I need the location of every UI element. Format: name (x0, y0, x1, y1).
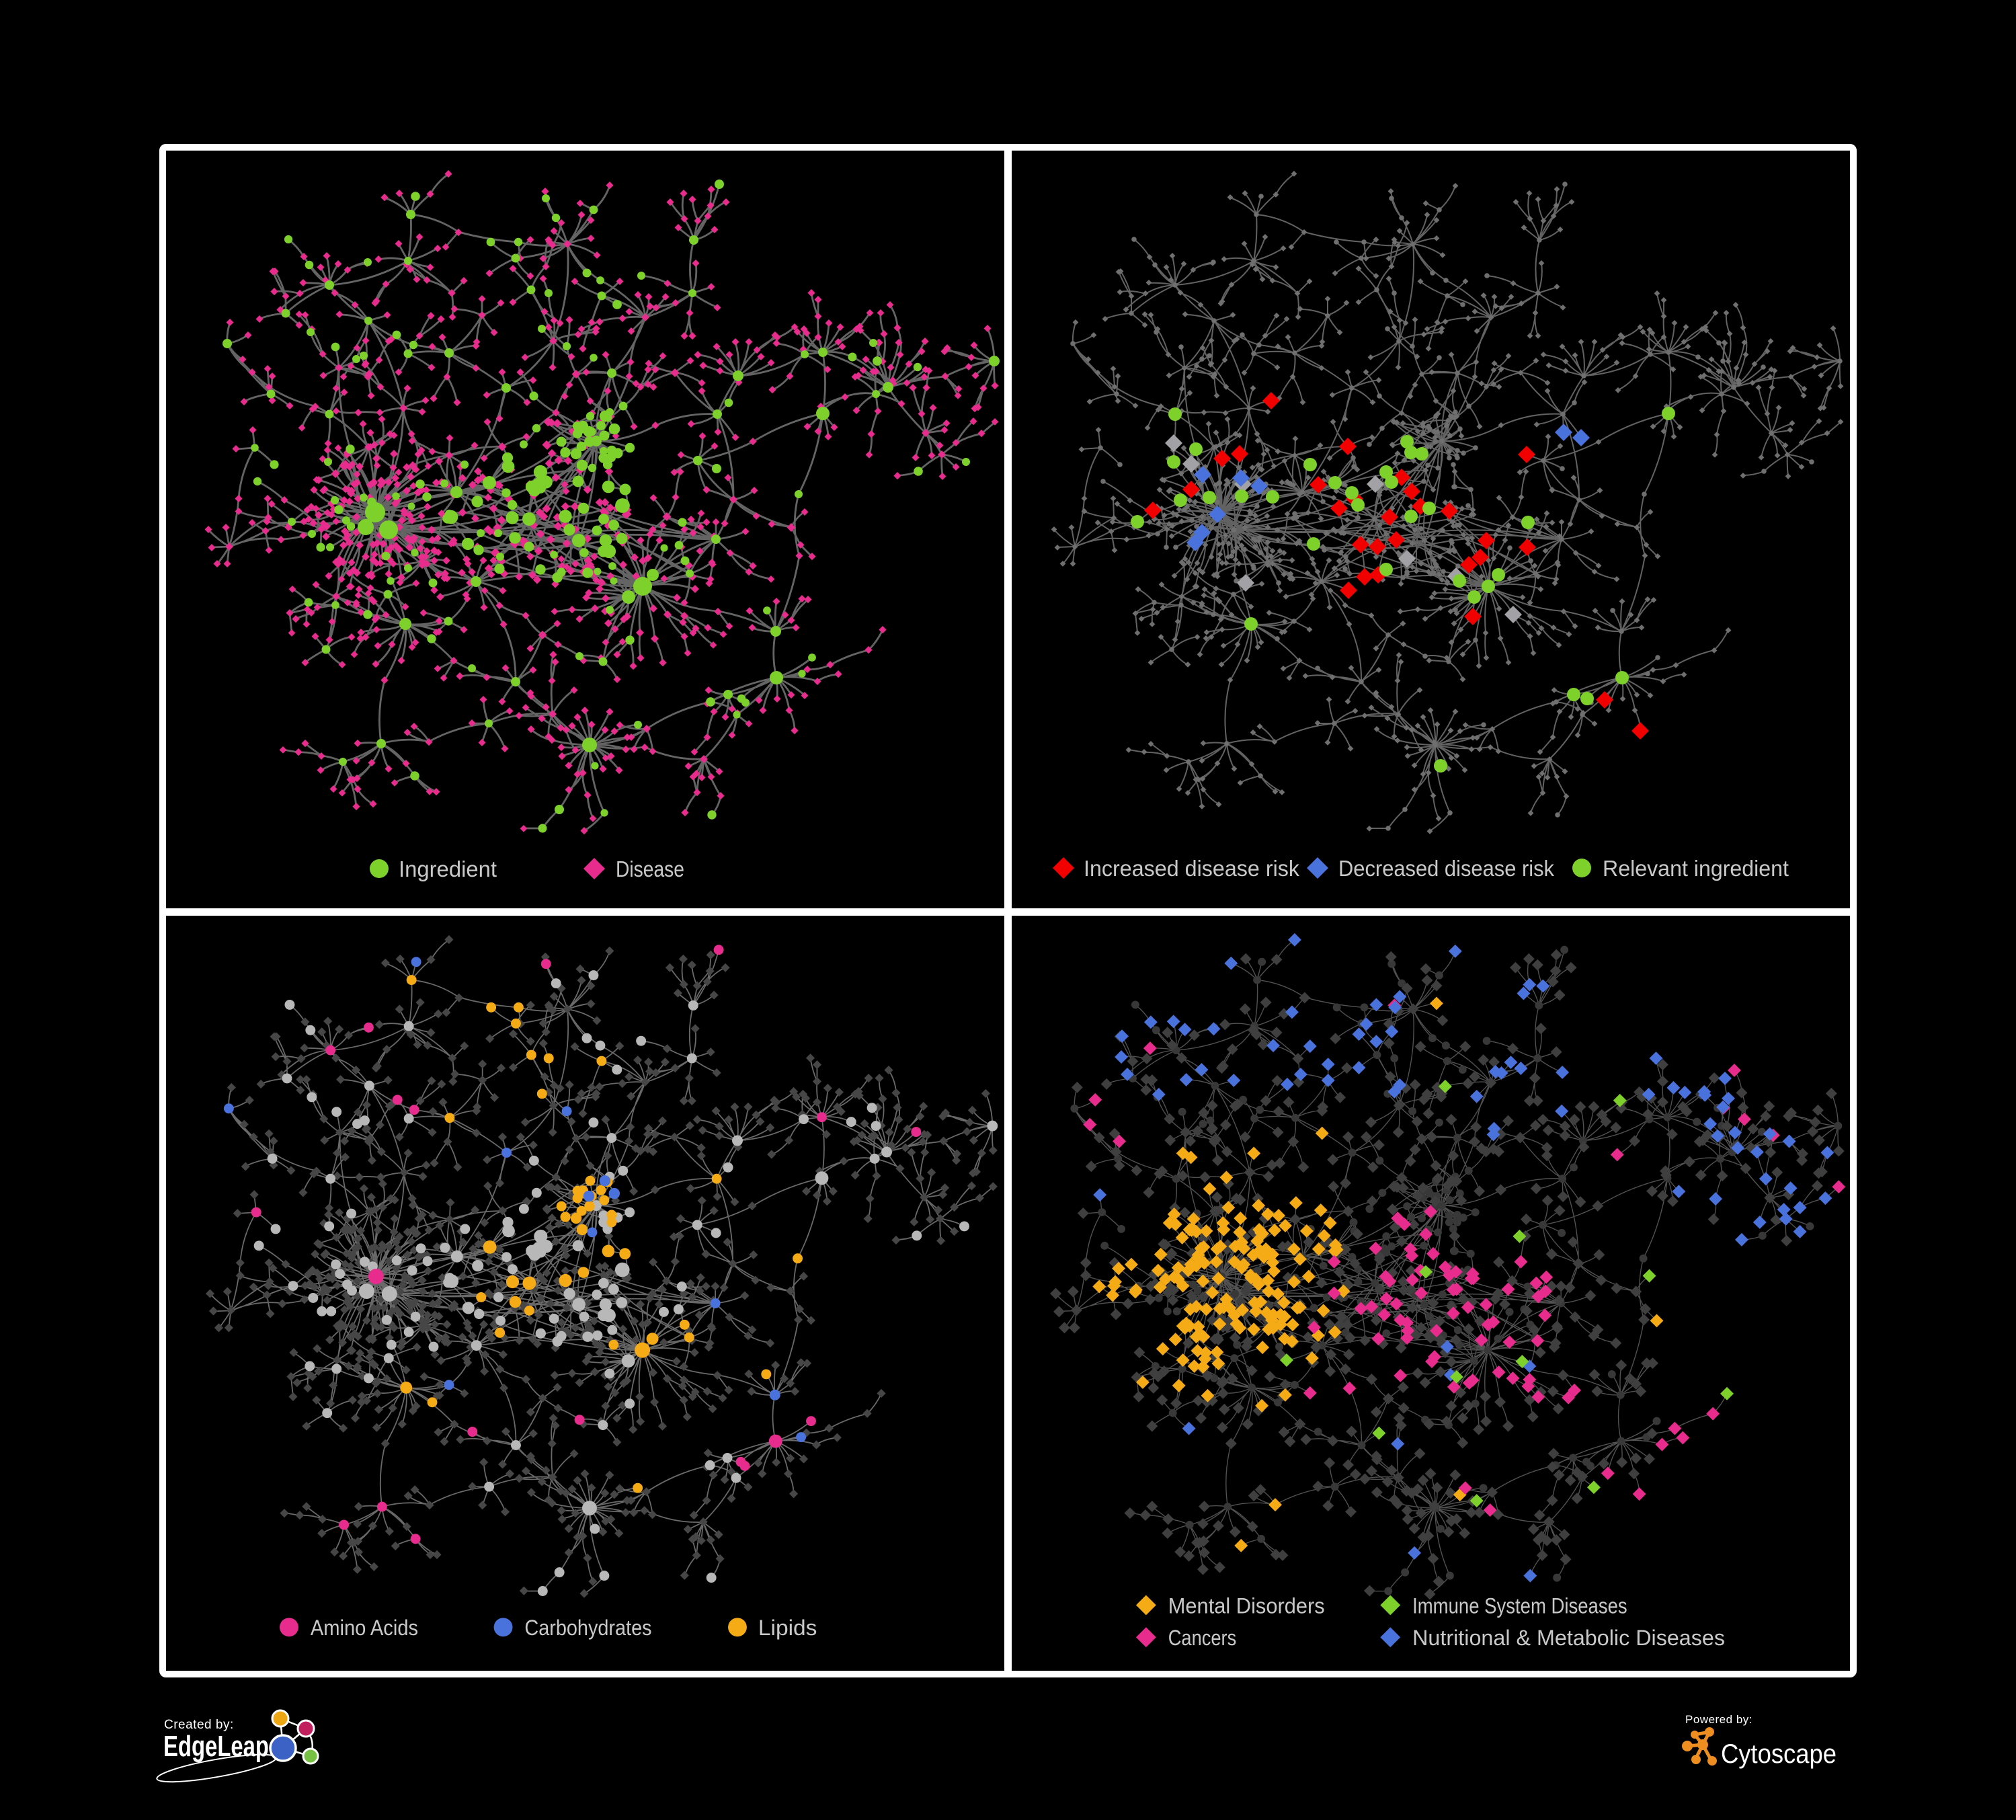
svg-text:Created by:: Created by: (164, 1718, 234, 1732)
svg-text:Ingredient: Ingredient (399, 857, 497, 881)
svg-text:Increased disease risk: Increased disease risk (1084, 856, 1299, 881)
svg-text:Powered by:: Powered by: (1685, 1713, 1752, 1726)
svg-text:EdgeLeap: EdgeLeap (163, 1730, 269, 1763)
svg-text:Cytoscape: Cytoscape (1721, 1739, 1837, 1769)
svg-text:Relevant ingredient: Relevant ingredient (1603, 856, 1789, 881)
svg-text:Immune System Diseases: Immune System Diseases (1412, 1593, 1627, 1618)
svg-text:Carbohydrates: Carbohydrates (524, 1615, 651, 1640)
svg-text:Lipids: Lipids (758, 1615, 817, 1640)
svg-text:Cancers: Cancers (1168, 1625, 1237, 1650)
svg-text:Decreased disease risk: Decreased disease risk (1338, 856, 1554, 881)
svg-text:Disease: Disease (616, 857, 684, 881)
svg-text:Mental Disorders: Mental Disorders (1168, 1593, 1325, 1618)
svg-text:Nutritional & Metabolic Diseas: Nutritional & Metabolic Diseases (1412, 1625, 1725, 1650)
svg-text:Amino Acids: Amino Acids (311, 1615, 418, 1640)
